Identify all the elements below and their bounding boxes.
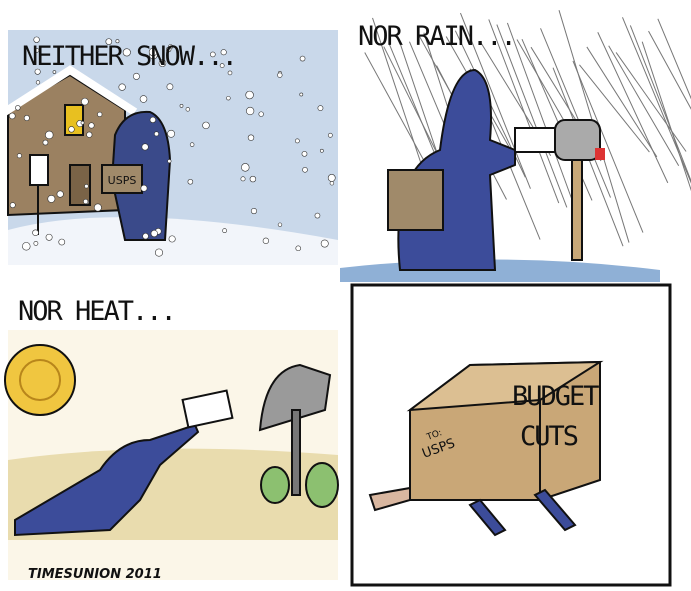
box-label: BUDGET xyxy=(512,381,599,412)
snowflake xyxy=(133,73,139,79)
snowflake xyxy=(59,239,65,245)
snowflake xyxy=(48,195,55,202)
snowflake xyxy=(155,249,162,256)
sun xyxy=(5,345,75,415)
snowflake xyxy=(263,238,269,244)
snowflake xyxy=(141,185,147,191)
snowflake xyxy=(295,139,299,143)
snowflake xyxy=(241,163,249,171)
panel-budget: BUDGET CUTS TO: USPS xyxy=(352,285,670,585)
snowflake xyxy=(169,236,175,242)
snowflake xyxy=(142,144,149,151)
raindrop-line xyxy=(609,46,679,166)
snowflake xyxy=(278,223,282,227)
post xyxy=(572,160,582,260)
snowflake xyxy=(315,213,320,218)
raindrop-line xyxy=(622,17,691,185)
snowflake xyxy=(85,184,89,188)
snowflake xyxy=(328,133,332,137)
snowflake xyxy=(24,115,29,120)
snowflake xyxy=(246,107,254,115)
snowflake xyxy=(43,140,48,145)
snowflake xyxy=(33,230,39,236)
caption: NOR HEAT... xyxy=(18,296,175,327)
snowflake xyxy=(69,126,75,132)
snowflake xyxy=(150,117,156,123)
snowflake xyxy=(320,149,323,152)
snowflake xyxy=(250,176,256,182)
snowflake xyxy=(89,123,95,129)
snowflake xyxy=(143,233,149,239)
letter xyxy=(515,128,555,152)
snowflake xyxy=(168,130,175,137)
snowflake xyxy=(154,132,158,136)
signature: TIMESUNION 2011 xyxy=(28,567,162,582)
bag-label: USPS xyxy=(108,174,137,187)
snowflake xyxy=(248,135,254,141)
snowflake xyxy=(300,93,303,96)
snowflake xyxy=(167,84,173,90)
snowflake xyxy=(10,203,15,208)
snowflake xyxy=(328,174,335,181)
snowflake xyxy=(303,167,308,172)
raindrop-line xyxy=(598,32,668,183)
snowflake xyxy=(36,81,40,85)
rain-bag xyxy=(388,170,443,230)
flag xyxy=(595,148,605,160)
snowflake xyxy=(15,105,20,110)
snowflake xyxy=(251,208,257,214)
snowflake xyxy=(119,84,126,91)
snowflake xyxy=(188,179,193,184)
snowflake xyxy=(241,177,245,181)
snowflake xyxy=(277,73,282,78)
snowflake xyxy=(203,122,210,129)
heat-post xyxy=(292,410,300,495)
snowflake xyxy=(87,132,93,138)
snowflake xyxy=(321,240,328,247)
snowflake xyxy=(140,96,147,103)
snowflake xyxy=(83,199,88,204)
snowflake xyxy=(94,204,101,211)
snowflake xyxy=(223,229,227,233)
cactus xyxy=(261,467,289,503)
snowflake xyxy=(246,91,254,99)
comic: USPS NEITHER SNOW... NOR RAIN... NOR HEA… xyxy=(0,0,691,591)
snowflake xyxy=(330,181,334,185)
snowflake xyxy=(300,56,305,61)
snowflake xyxy=(226,96,230,100)
snowflake xyxy=(168,159,172,163)
snowflake xyxy=(17,154,21,158)
cactus xyxy=(306,463,338,507)
snowflake xyxy=(302,151,307,156)
snowflake xyxy=(180,104,183,107)
snowflake xyxy=(81,121,84,124)
panel-rain: NOR RAIN... xyxy=(340,10,691,282)
box-label: CUTS xyxy=(520,421,578,452)
panel-snow: USPS NEITHER SNOW... xyxy=(0,30,338,265)
snowflake xyxy=(45,131,53,139)
snowflake xyxy=(46,234,52,240)
panel-heat: NOR HEAT... TIMESUNION 2011 xyxy=(5,296,338,582)
caption: NOR RAIN... xyxy=(358,21,515,52)
snowflake xyxy=(34,241,38,245)
snowflake xyxy=(186,107,190,111)
snowflake xyxy=(190,143,194,147)
water xyxy=(340,259,660,282)
snowflake xyxy=(318,106,323,111)
mailbox xyxy=(30,155,48,185)
snowflake xyxy=(259,112,264,117)
snowflake xyxy=(151,230,158,237)
snowflake xyxy=(296,246,301,251)
snowflake xyxy=(22,242,30,250)
snowflake xyxy=(97,112,102,117)
caption: NEITHER SNOW... xyxy=(22,41,236,72)
snowflake xyxy=(81,98,88,105)
raindrop-line xyxy=(658,19,691,186)
snowflake xyxy=(9,113,15,119)
rain-mailbox xyxy=(555,120,600,160)
snowflake xyxy=(57,191,63,197)
